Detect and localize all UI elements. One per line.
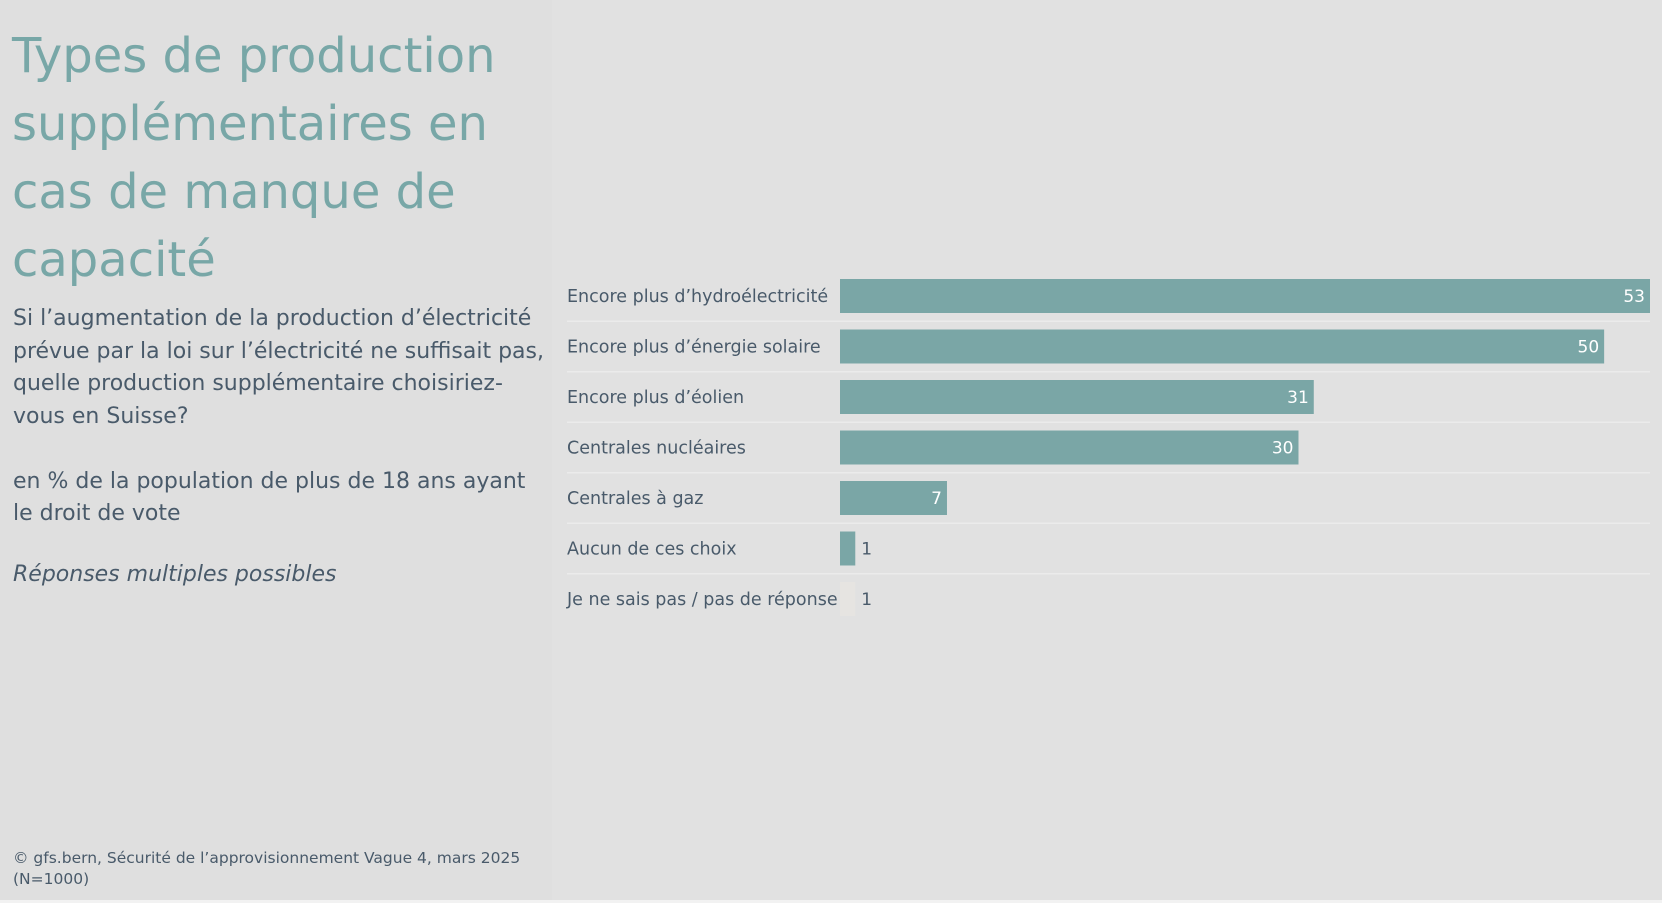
bar [840, 582, 856, 616]
category-label: Encore plus d’hydroélectricité [567, 287, 828, 307]
bottom-border [0, 900, 1662, 903]
value-label: 1 [861, 590, 872, 610]
category-label: Centrales nucléaires [567, 439, 746, 459]
bar [840, 279, 1650, 313]
category-label: Je ne sais pas / pas de réponse [566, 590, 838, 610]
category-label: Aucun de ces choix [567, 540, 737, 560]
category-label: Encore plus d’énergie solaire [567, 338, 821, 358]
value-label: 31 [1287, 388, 1309, 408]
value-label: 50 [1578, 338, 1600, 358]
category-label: Centrales à gaz [567, 489, 703, 509]
left-panel [0, 0, 552, 903]
bar [840, 329, 1605, 364]
source-note: © gfs.bern, Sécurité de l’approvisionnem… [13, 849, 521, 888]
question-text: Si l’augmentation de la production d’éle… [13, 306, 544, 429]
value-label: 1 [861, 540, 872, 560]
bar [840, 481, 947, 515]
value-label: 7 [931, 489, 942, 509]
value-label: 53 [1623, 287, 1645, 307]
page-title: Types de production supplémentaires en c… [12, 28, 496, 288]
value-label: 30 [1272, 439, 1294, 459]
bar [840, 531, 856, 566]
multiple-answers-note: Réponses multiples possibles [13, 562, 337, 587]
bar [840, 430, 1299, 465]
population-note: en % de la population de plus de 18 ans … [13, 469, 526, 526]
category-label: Encore plus d’éolien [567, 388, 744, 408]
bar [840, 380, 1314, 414]
